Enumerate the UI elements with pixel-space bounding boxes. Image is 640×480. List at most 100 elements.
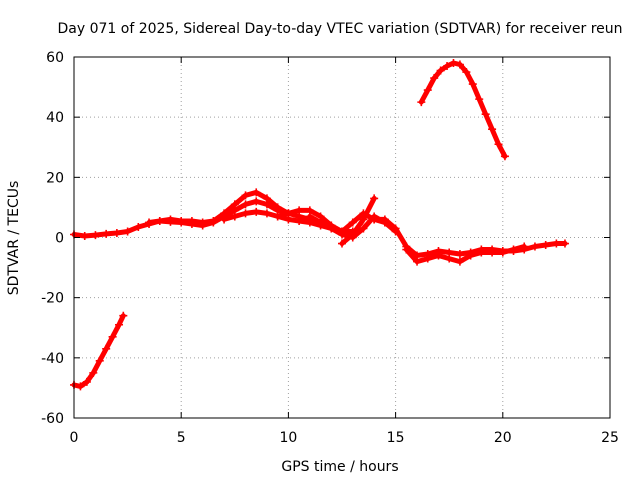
y-tick-label: 40 (46, 110, 64, 126)
data-point (241, 191, 250, 200)
data-point (230, 212, 239, 221)
data-point (348, 218, 357, 227)
y-tick-label: 60 (46, 50, 64, 66)
data-point (155, 216, 164, 225)
x-tick-label: 25 (601, 430, 619, 446)
x-tick-label: 20 (494, 430, 512, 446)
data-point (91, 231, 100, 240)
data-point (370, 215, 379, 224)
data-point (481, 110, 490, 119)
data-point (89, 368, 98, 377)
data-point (166, 215, 175, 224)
data-point (500, 152, 509, 161)
data-point (488, 248, 497, 257)
data-point (327, 224, 336, 233)
data-point (348, 230, 357, 239)
x-tick-label: 10 (279, 430, 297, 446)
data-point (123, 227, 132, 236)
data-point (241, 209, 250, 218)
y-tick-label: 0 (55, 231, 64, 247)
data-point (102, 344, 111, 353)
y-tick-label: -20 (41, 291, 64, 307)
data-point (402, 245, 411, 254)
data-point (541, 241, 550, 250)
data-point (560, 239, 569, 248)
data-point (509, 245, 518, 254)
data-point (477, 248, 486, 257)
data-point (220, 215, 229, 224)
data-point (434, 251, 443, 260)
data-point (305, 212, 314, 221)
data-point (198, 218, 207, 227)
data-point (252, 197, 261, 206)
data-point (295, 206, 304, 215)
data-point (76, 382, 85, 391)
data-point (108, 332, 117, 341)
data-point (273, 212, 282, 221)
x-tick-label: 15 (387, 430, 405, 446)
series-arc-late-positive (417, 59, 509, 161)
data-series (70, 59, 569, 391)
data-point (370, 194, 379, 203)
data-point (187, 216, 196, 225)
series-arc-afternoon-c (338, 194, 379, 248)
data-point (177, 216, 186, 225)
data-point (466, 251, 475, 260)
data-point (284, 209, 293, 218)
data-point (468, 80, 477, 89)
y-axis-label: SDTVAR / TECUs (6, 181, 22, 296)
data-point (230, 200, 239, 209)
y-tick-label: -40 (41, 351, 64, 367)
data-point (80, 231, 89, 240)
data-point (498, 248, 507, 257)
series-arc-early-negative (70, 311, 128, 391)
data-point (552, 239, 561, 248)
data-point (273, 203, 282, 212)
data-point (520, 242, 529, 251)
y-tick-label: 20 (46, 170, 64, 186)
data-point (462, 68, 471, 77)
data-point (316, 218, 325, 227)
y-tick-label: -60 (41, 411, 64, 427)
data-point (115, 320, 124, 329)
series-line (71, 313, 126, 389)
data-point (423, 254, 432, 263)
data-point (443, 62, 452, 71)
data-point (95, 356, 104, 365)
data-point (417, 98, 426, 107)
data-point (338, 230, 346, 239)
data-point (455, 60, 464, 69)
data-point (455, 257, 464, 266)
data-point (112, 228, 121, 237)
data-point (445, 254, 454, 263)
data-point (262, 209, 271, 218)
data-point (449, 59, 458, 68)
series-arc-evening-b (402, 242, 529, 266)
data-point (119, 311, 128, 320)
data-point (380, 215, 389, 224)
data-point (262, 194, 271, 203)
data-point (436, 66, 445, 75)
data-point (102, 229, 111, 238)
data-point (430, 74, 439, 83)
data-point (475, 95, 484, 104)
data-point (423, 86, 432, 95)
data-point (413, 257, 422, 266)
data-point (530, 242, 539, 251)
data-point (209, 216, 218, 225)
data-point (134, 222, 143, 231)
series-line (418, 60, 508, 159)
data-point (359, 215, 368, 224)
data-point (494, 140, 503, 149)
axis-ticks: 0 5 10 15 20 25 -60 -40 -20 0 20 40 60 (41, 50, 619, 446)
x-axis-label: GPS time / hours (281, 459, 398, 475)
series-line (339, 195, 377, 246)
data-point (145, 218, 154, 227)
data-point (252, 207, 261, 216)
x-tick-label: 5 (177, 430, 186, 446)
data-point (391, 224, 400, 233)
data-point (359, 224, 368, 233)
data-point (241, 200, 250, 209)
data-point (295, 216, 304, 225)
